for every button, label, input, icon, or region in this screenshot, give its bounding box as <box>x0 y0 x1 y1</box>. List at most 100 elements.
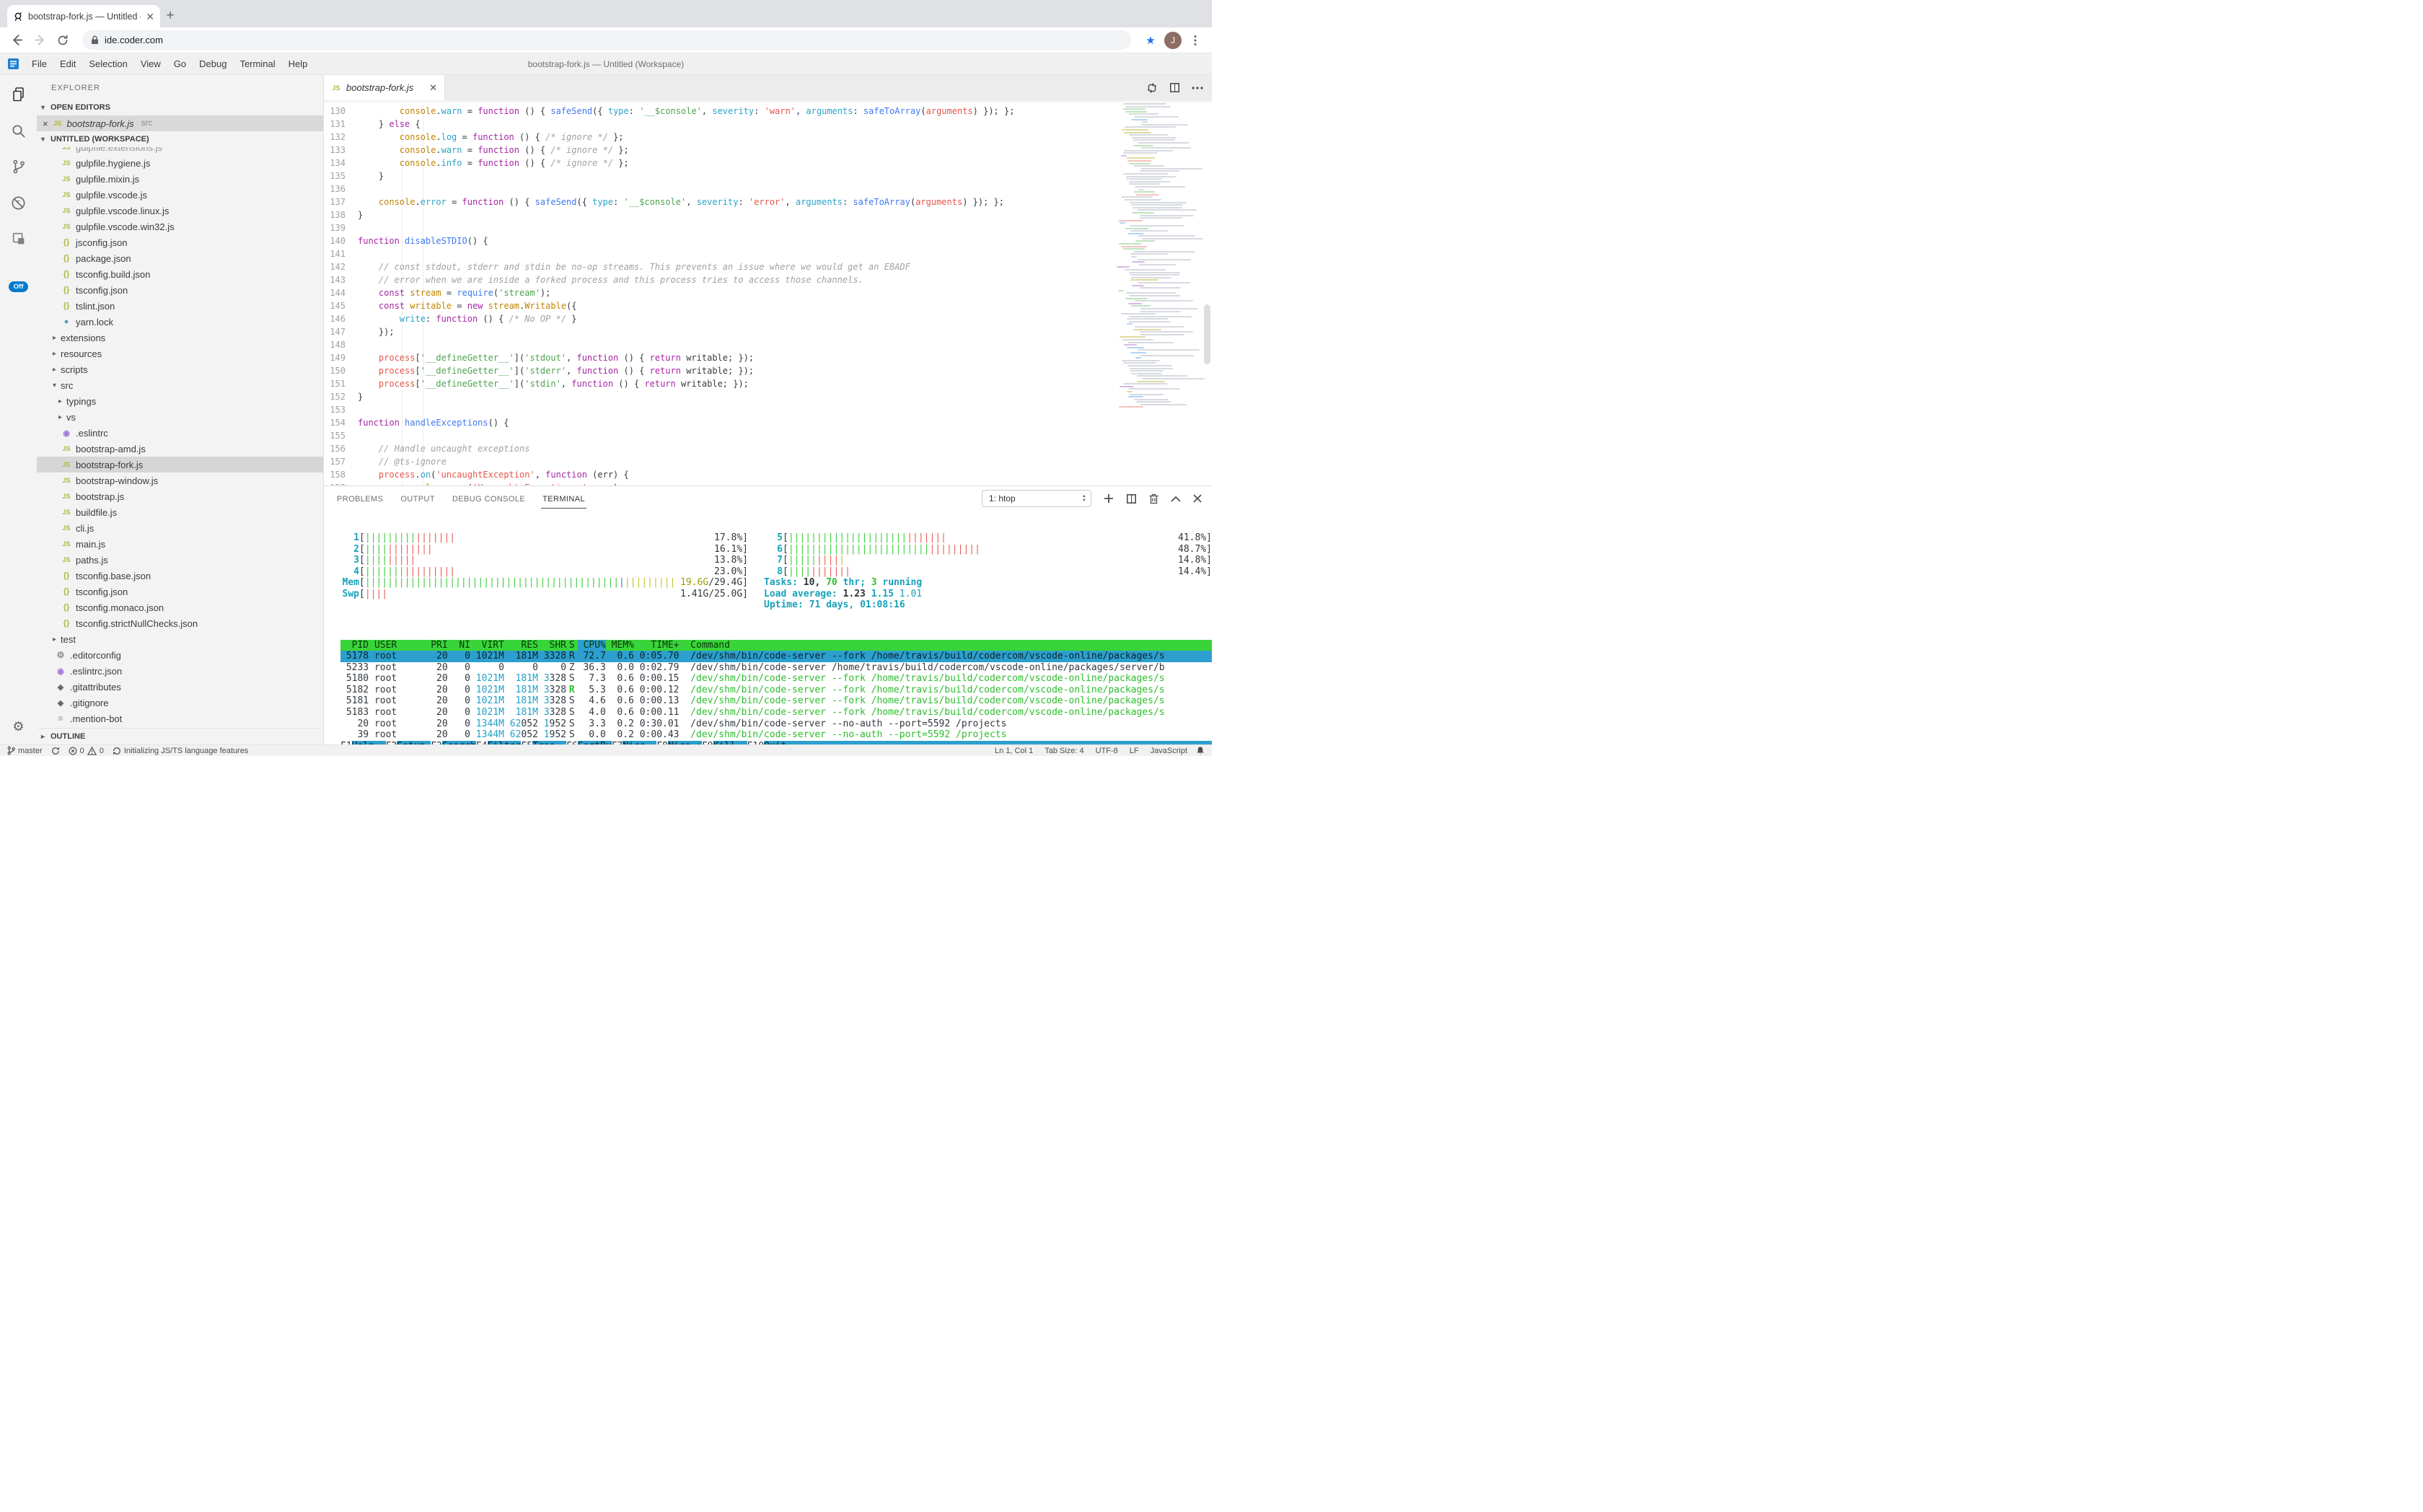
section-outline[interactable]: ▸ OUTLINE <box>37 728 323 744</box>
section-workspace[interactable]: ▾ UNTITLED (WORKSPACE) <box>37 131 323 147</box>
browser-menu-kebab-icon[interactable] <box>1186 31 1205 50</box>
more-actions-icon[interactable] <box>1192 86 1203 89</box>
tree-item-tsconfig.monaco.json[interactable]: {} tsconfig.monaco.json <box>37 599 323 615</box>
fkey-label[interactable]: Kill <box>713 740 747 744</box>
tree-item-tsconfig.build.json[interactable]: {} tsconfig.build.json <box>37 266 323 282</box>
fkey-label[interactable]: Setup <box>397 740 431 744</box>
fkey-label[interactable]: Filter <box>487 740 522 744</box>
search-icon[interactable] <box>9 121 28 140</box>
preview-window-icon[interactable] <box>9 229 28 248</box>
minimap[interactable] <box>1115 103 1205 409</box>
fkey-label[interactable]: Nice - <box>623 740 657 744</box>
tree-item-tslint.json[interactable]: {} tslint.json <box>37 298 323 314</box>
status-lf[interactable]: LF <box>1129 746 1139 755</box>
tree-item-test[interactable]: ▸ test <box>37 631 323 647</box>
tree-item-cli.js[interactable]: JS cli.js <box>37 520 323 536</box>
open-editor-item[interactable]: × JS bootstrap-fork.js src <box>37 115 323 131</box>
close-icon[interactable]: × <box>43 118 48 129</box>
tree-item-vs[interactable]: ▸ vs <box>37 409 323 425</box>
menu-debug[interactable]: Debug <box>199 58 227 69</box>
tree-item-gulpfile.extensions.js[interactable]: JS gulpfile.extensions.js <box>37 147 323 155</box>
menu-selection[interactable]: Selection <box>89 58 128 69</box>
avatar[interactable]: J <box>1164 31 1182 49</box>
explorer-icon[interactable] <box>9 85 28 104</box>
tree-item-.editorconfig[interactable]: ⚙ .editorconfig <box>37 647 323 663</box>
fkey-f2[interactable]: F2 <box>386 741 397 744</box>
browser-tab[interactable]: bootstrap-fork.js — Untitled (V ✕ <box>7 5 160 27</box>
status-javascript[interactable]: JavaScript <box>1150 746 1187 755</box>
process-row[interactable]: 5180 root 20 0 1021M 181M 3328 S 7.3 0.6 0:00.1… <box>346 673 1165 685</box>
source-control-icon[interactable] <box>9 157 28 176</box>
split-editor-icon[interactable] <box>1169 82 1180 93</box>
fkey-f8[interactable]: F8 <box>656 741 668 744</box>
tree-item-tsconfig.json[interactable]: {} tsconfig.json <box>37 584 323 599</box>
problems-item[interactable]: 0 0 <box>69 746 104 755</box>
tree-item-bootstrap-amd.js[interactable]: JS bootstrap-amd.js <box>37 441 323 457</box>
tree-item-.gitattributes[interactable]: ◆ .gitattributes <box>37 679 323 695</box>
menu-terminal[interactable]: Terminal <box>239 58 276 69</box>
tree-item-buildfile.js[interactable]: JS buildfile.js <box>37 504 323 520</box>
section-open-editors[interactable]: ▾ OPEN EDITORS <box>37 100 323 115</box>
tree-item-main.js[interactable]: JS main.js <box>37 536 323 552</box>
tree-item-gulpfile.vscode.win32.js[interactable]: JS gulpfile.vscode.win32.js <box>37 219 323 234</box>
editor-scrollbar[interactable] <box>1204 304 1210 364</box>
tree-item-gulpfile.vscode.linux.js[interactable]: JS gulpfile.vscode.linux.js <box>37 203 323 219</box>
tree-item-.eslintrc.json[interactable]: ◉ .eslintrc.json <box>37 663 323 679</box>
fkey-f7[interactable]: F7 <box>612 741 623 744</box>
fkey-label[interactable]: Nice + <box>667 740 702 744</box>
debug-disabled-icon[interactable] <box>9 193 28 212</box>
fkey-f3[interactable]: F3 <box>431 741 442 744</box>
terminal-select[interactable]: 1: htop ▲ ▼ <box>982 490 1091 507</box>
menu-file[interactable]: File <box>32 58 47 69</box>
tree-item-bootstrap-window.js[interactable]: JS bootstrap-window.js <box>37 472 323 488</box>
panel-tab-debug-console[interactable]: DEBUG CONSOLE <box>452 494 526 504</box>
tree-item-resources[interactable]: ▸ resources <box>37 346 323 361</box>
menu-view[interactable]: View <box>140 58 161 69</box>
panel-tab-problems[interactable]: PROBLEMS <box>337 494 384 504</box>
new-tab-button[interactable]: + <box>166 8 175 23</box>
panel-tab-output[interactable]: OUTPUT <box>400 494 435 504</box>
process-row[interactable]: 5181 root 20 0 1021M 181M 3328 S 4.6 0.6 0:00.1… <box>346 695 1165 707</box>
url-bar[interactable]: ide.coder.com <box>82 30 1131 50</box>
status-ln-1-col-1[interactable]: Ln 1, Col 1 <box>995 746 1034 755</box>
tree-item-tsconfig.strictNullChecks.json[interactable]: {} tsconfig.strictNullChecks.json <box>37 615 323 631</box>
tree-item-jsconfig.json[interactable]: {} jsconfig.json <box>37 234 323 250</box>
browser-tab-close-icon[interactable]: ✕ <box>146 10 154 22</box>
panel-tab-terminal[interactable]: TERMINAL <box>541 489 586 509</box>
reload-icon[interactable] <box>53 31 72 50</box>
tree-item-package.json[interactable]: {} package.json <box>37 250 323 266</box>
terminal[interactable]: 1[|||||||||||||||| 17.8%] 2[|||||||||||| 16… <box>324 511 1212 744</box>
maximize-panel-chevron-icon[interactable] <box>1171 496 1181 502</box>
tree-item-tsconfig.base.json[interactable]: {} tsconfig.base.json <box>37 568 323 584</box>
fkey-label[interactable]: Search <box>441 740 476 744</box>
editor-tab[interactable]: JS bootstrap-fork.js ✕ <box>324 75 445 100</box>
fkey-f1[interactable]: F1 <box>340 741 352 744</box>
process-row[interactable]: 5233 root 20 0 0 0 0 Z 36.3 0.0 0:02.79 /dev/sh… <box>346 662 1165 673</box>
tree-item-gulpfile.mixin.js[interactable]: JS gulpfile.mixin.js <box>37 171 323 187</box>
process-row[interactable]: 5178 root 20 0 1021M 181M 3328 R 72.7 0.6 0:05.… <box>340 651 1212 662</box>
menu-edit[interactable]: Edit <box>59 58 76 69</box>
bookmark-star-icon[interactable]: ★ <box>1145 34 1156 47</box>
tree-item-.mention-bot[interactable]: ≡ .mention-bot <box>37 711 323 726</box>
fkey-f5[interactable]: F5 <box>521 741 532 744</box>
settings-gear-icon[interactable]: ⚙ <box>12 719 25 734</box>
close-icon[interactable]: ✕ <box>429 82 437 93</box>
tree-item-tsconfig.json[interactable]: {} tsconfig.json <box>37 282 323 298</box>
split-terminal-icon[interactable] <box>1126 493 1137 504</box>
menu-help[interactable]: Help <box>288 58 308 69</box>
git-branch-item[interactable]: master <box>7 746 43 755</box>
tree-item-paths.js[interactable]: JS paths.js <box>37 552 323 568</box>
process-row[interactable]: 5183 root 20 0 1021M 181M 3328 S 4.0 0.6 0:00.1… <box>346 707 1165 718</box>
tree-item-yarn.lock[interactable]: ● yarn.lock <box>37 314 323 330</box>
tree-item-src[interactable]: ▾ src <box>37 377 323 393</box>
fkey-f4[interactable]: F4 <box>476 741 488 744</box>
fkey-label[interactable]: SortBy <box>577 740 612 744</box>
new-terminal-icon[interactable] <box>1104 493 1114 504</box>
fkey-f6[interactable]: F6 <box>566 741 578 744</box>
tree-item-scripts[interactable]: ▸ scripts <box>37 361 323 377</box>
fkey-label[interactable]: Help <box>351 740 386 744</box>
status-tab-size-4[interactable]: Tab Size: 4 <box>1045 746 1084 755</box>
tree-item-.gitignore[interactable]: ◆ .gitignore <box>37 695 323 711</box>
fkey-f9[interactable]: F9 <box>702 741 713 744</box>
fkey-label[interactable]: Tree <box>532 740 567 744</box>
